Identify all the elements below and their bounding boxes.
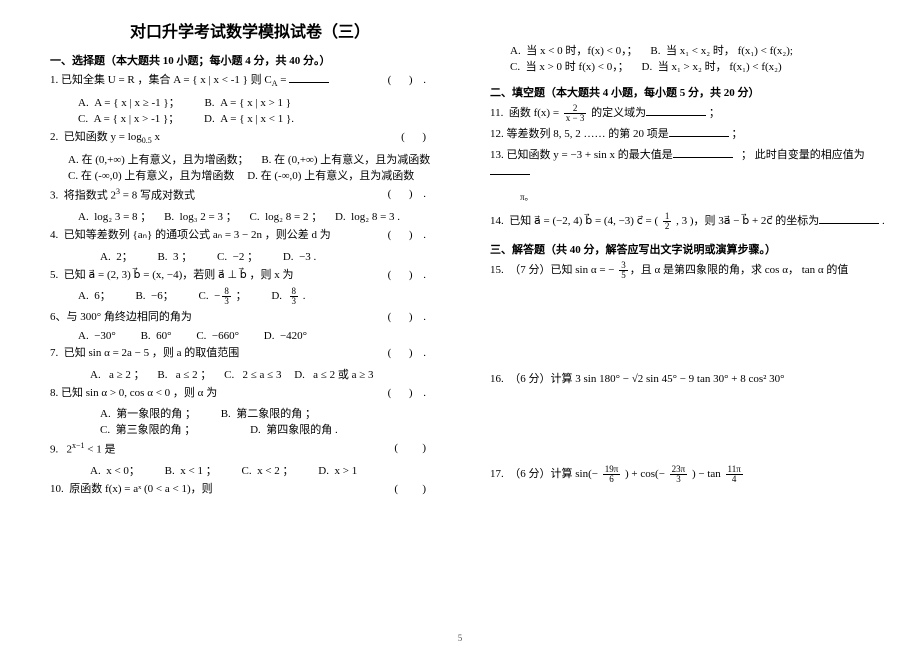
section-a-head: 一、选择题（本大题共 10 小题；每小题 4 分，共 40 分。） bbox=[50, 52, 450, 68]
q2-opts: A. 在 (0,+∞) 上有意义，且为增函数； B. 在 (0,+∞) 上有意义… bbox=[68, 151, 450, 183]
section-c-head: 三、解答题（共 40 分，解答应写出文字说明或演算步骤。） bbox=[490, 241, 890, 257]
q3: 3. 将指数式 23 = 8 写成对数式 ( ) . bbox=[50, 186, 450, 205]
right-column: A. 当 x < 0 时，f(x) < 0，； B. 当 x₁ < x₂ 时， … bbox=[490, 18, 890, 502]
q15: 15. （7 分）已知 sin α = − 35，且 α 是第四象限的角，求 c… bbox=[490, 261, 890, 280]
q2: 2. 已知函数 y = log0.5 x ( ) bbox=[50, 129, 450, 148]
q1-opts: A. A = { x | x ≥ -1 }； B. A = { x | x > … bbox=[78, 94, 450, 126]
q5: 5. 已知 a⃗ = (2, 3) b⃗ = (x, −4)，若则 a⃗ ⊥ b… bbox=[50, 267, 450, 285]
q16: 16. （6 分）计算 3 sin 180° − √2 sin 45° − 9 … bbox=[490, 371, 890, 389]
q8: 8. 已知 sin α > 0, cos α < 0 ，则 α 为 ( ) . bbox=[50, 385, 450, 403]
q7-opts: A. a ≥ 2 ； B. a ≤ 2 ； C. 2 ≤ a ≤ 3 D. a … bbox=[90, 366, 450, 382]
q6-opts: A. −30° B. 60° C. −660° D. −420° bbox=[78, 330, 450, 342]
q11: 11. 函数 f(x) = 2x − 3 的定义域为 ； bbox=[490, 104, 890, 123]
q13-pi: π。 bbox=[520, 190, 890, 204]
q14: 14. 已知 a⃗ = (−2, 4) b⃗ = (4, −3) c⃗ = ( … bbox=[490, 212, 890, 231]
q10-opts: A. 当 x < 0 时，f(x) < 0，； B. 当 x₁ < x₂ 时， … bbox=[510, 42, 890, 74]
section-b-head: 二、填空题（本大题共 4 小题，每小题 5 分，共 20 分） bbox=[490, 84, 890, 100]
exam-title: 对口升学考试数学模拟试卷（三） bbox=[50, 18, 450, 42]
left-column: 对口升学考试数学模拟试卷（三） 一、选择题（本大题共 10 小题；每小题 4 分… bbox=[50, 18, 450, 502]
q9: 9. 2x−1 < 1 是 ( ) bbox=[50, 440, 450, 459]
q10: 10. 原函数 f(x) = aˣ (0 < a < 1)，则 ( ) bbox=[50, 481, 450, 499]
q12: 12. 等差数列 8, 5, 2 …… 的第 20 项是 ； bbox=[490, 126, 890, 144]
q9-opts: A. x < 0； B. x < 1 ； C. x < 2 ； D. x > 1 bbox=[90, 462, 450, 478]
q7: 7. 已知 sin α = 2a − 5 ，则 a 的取值范围 ( ) . bbox=[50, 345, 450, 363]
q17: 17. （6 分）计算 sin(− 19π6 ) + cos(− 23π3 ) … bbox=[490, 465, 890, 484]
q1: 1. 已知全集 U = R ，集合 A = { x | x < -1 } 则 C… bbox=[50, 72, 450, 91]
q8-opts: A. 第一象限的角 ； B. 第二象限的角 ； C. 第三象限的角 ； D. 第… bbox=[100, 405, 450, 437]
q6: 6、与 300° 角终边相同的角为 ( ) . bbox=[50, 309, 450, 327]
q4-opts: A. 2； B. 3 ； C. −2 ； D. −3 . bbox=[100, 248, 450, 264]
q5-opts: A. 6； B. −6； C. −83 ； D. 83 . bbox=[78, 287, 450, 306]
q4: 4. 已知等差数列 {aₙ} 的通项公式 aₙ = 3 − 2n ，则公差 d … bbox=[50, 227, 450, 245]
q13: 13. 已知函数 y = −3 + sin x 的最大值是 ； 此时自变量的相应… bbox=[490, 147, 890, 182]
q3-opts: A. log₂ 3 = 8 ； B. log₃ 2 = 3 ； C. log₂ … bbox=[78, 208, 450, 224]
page-number: 5 bbox=[458, 633, 463, 643]
